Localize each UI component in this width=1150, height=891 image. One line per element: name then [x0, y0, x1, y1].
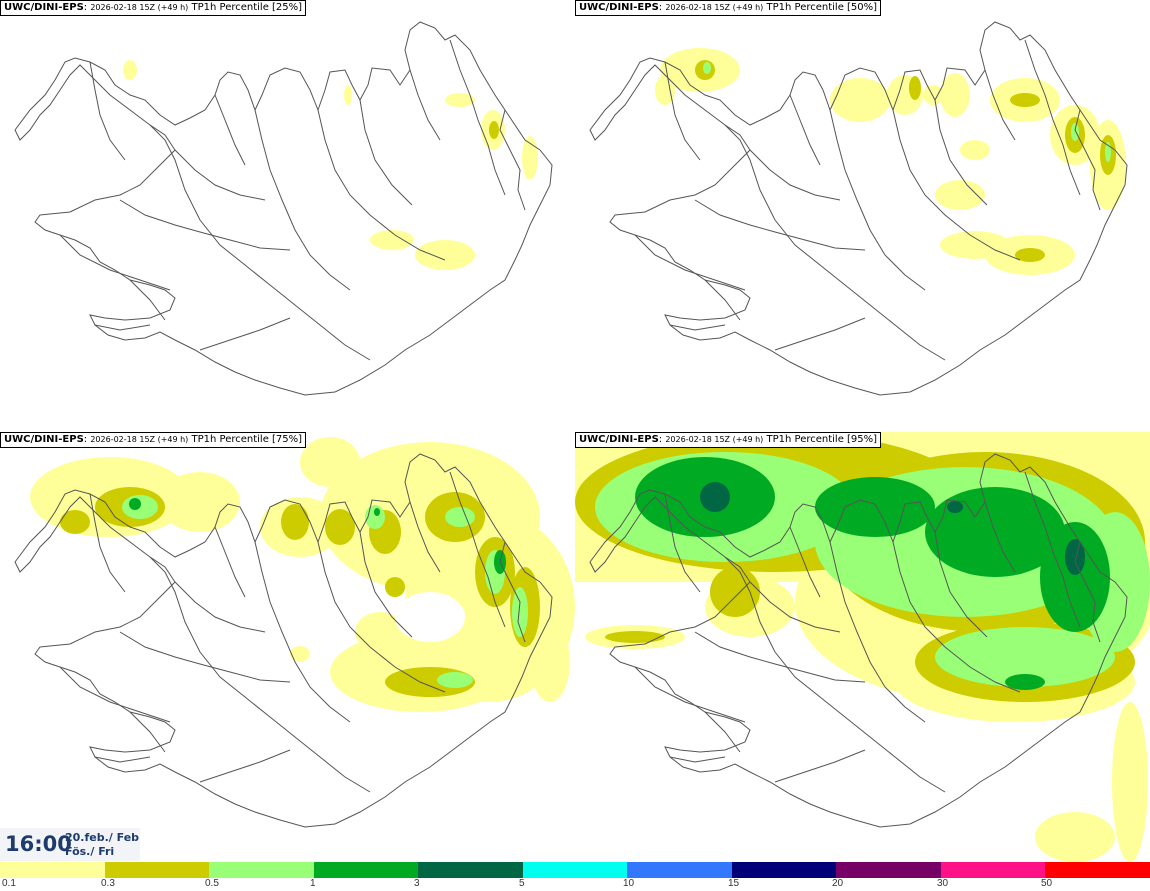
product-name: TP1h Percentile [25%]: [191, 2, 303, 13]
legend-label: 50: [1041, 878, 1053, 889]
legend-label: 30: [937, 878, 949, 889]
legend-swatch: [418, 862, 523, 878]
legend-label: 3: [414, 878, 420, 889]
legend-swatch: [0, 862, 105, 878]
map-panel-50: UWC/DINI-EPS: 2026-02-18 15Z (+49 h) TP1…: [575, 0, 1150, 432]
legend-label: 10: [623, 878, 635, 889]
legend-label: 0.1: [2, 878, 16, 889]
legend-swatch: [313, 862, 419, 878]
legend-swatch: [836, 862, 941, 878]
init-time: 2026-02-18 15Z (+49 h): [665, 435, 764, 444]
model-name: UWC/DINI-EPS: [579, 434, 659, 445]
model-name: UWC/DINI-EPS: [4, 434, 84, 445]
legend-label: 5: [519, 878, 525, 889]
product-name: TP1h Percentile [50%]: [766, 2, 878, 13]
valid-date-line: 20.feb./ Feb: [65, 831, 140, 844]
valid-date: 20.feb./ Feb Fös./ Fri: [65, 831, 139, 859]
init-time: 2026-02-18 15Z (+49 h): [90, 3, 189, 12]
panel-title: UWC/DINI-EPS: 2026-02-18 15Z (+49 h) TP1…: [0, 432, 307, 448]
panel-title: UWC/DINI-EPS: 2026-02-18 15Z (+49 h) TP1…: [575, 0, 882, 16]
map-panel-95: UWC/DINI-EPS: 2026-02-18 15Z (+49 h) TP1…: [575, 432, 1150, 864]
map-panel-75: UWC/DINI-EPS: 2026-02-18 15Z (+49 h) TP1…: [0, 432, 575, 864]
precip-map-25: [14, 21, 553, 396]
panel-title: UWC/DINI-EPS: 2026-02-18 15Z (+49 h) TP1…: [575, 432, 882, 448]
legend-label: 1: [310, 878, 316, 889]
legend-swatch: [940, 862, 1046, 878]
valid-time-box: 16:00 20.feb./ Feb Fös./ Fri: [0, 828, 140, 861]
legend-swatch: [1045, 862, 1150, 878]
model-name: UWC/DINI-EPS: [579, 2, 659, 13]
legend-label: 15: [728, 878, 740, 889]
precip-map-50: [589, 21, 1128, 396]
legend-labels: 0.1 0.3 0.5 1 3 5 10 15 20 30 50: [0, 878, 1150, 891]
legend-swatch: [209, 862, 314, 878]
legend-swatch: [627, 862, 732, 878]
valid-time: 16:00: [5, 832, 72, 856]
legend-label: 20: [832, 878, 844, 889]
model-name: UWC/DINI-EPS: [4, 2, 84, 13]
legend-swatch: [104, 862, 210, 878]
product-name: TP1h Percentile [95%]: [766, 434, 878, 445]
precip-map-95: [575, 432, 1150, 862]
legend-swatch: [522, 862, 628, 878]
init-time: 2026-02-18 15Z (+49 h): [665, 3, 764, 12]
product-name: TP1h Percentile [75%]: [191, 434, 303, 445]
precip-map-75: [14, 437, 575, 828]
init-time: 2026-02-18 15Z (+49 h): [90, 435, 189, 444]
legend-label: 0.5: [205, 878, 219, 889]
color-legend: [0, 862, 1150, 878]
valid-day-line: Fös./ Fri: [65, 845, 115, 858]
map-panel-25: UWC/DINI-EPS: 2026-02-18 15Z (+49 h) TP1…: [0, 0, 575, 432]
legend-label: 0.3: [101, 878, 115, 889]
panel-title: UWC/DINI-EPS: 2026-02-18 15Z (+49 h) TP1…: [0, 0, 307, 16]
legend-swatch: [731, 862, 837, 878]
